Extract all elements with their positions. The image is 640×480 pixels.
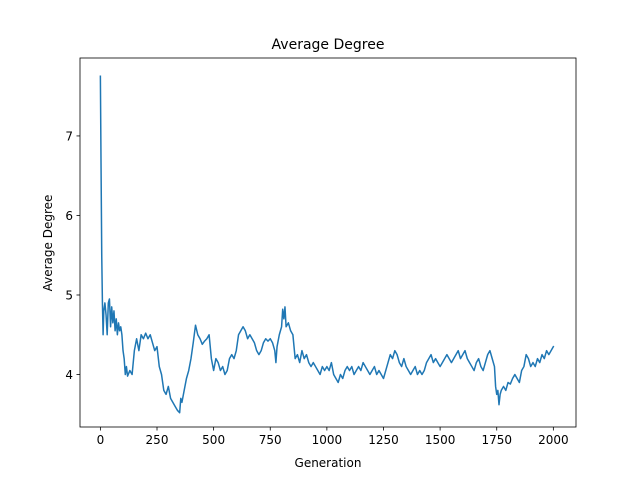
x-tick-label: 500 <box>202 433 225 447</box>
x-tick-label: 1250 <box>368 433 399 447</box>
y-tick-label: 7 <box>65 129 73 143</box>
plot-frame <box>79 57 577 428</box>
series-line-0 <box>99 75 555 414</box>
x-tick-label: 0 <box>97 433 105 447</box>
x-tick-label: 250 <box>146 433 169 447</box>
x-axis-title: Generation <box>295 456 362 470</box>
plot-area: 0 250 500 750 1000 1250 1500 1750 2000 4 5 6 7 <box>65 57 577 447</box>
x-tick-label: 1000 <box>312 433 343 447</box>
x-tick-label: 1500 <box>425 433 456 447</box>
y-tick-label: 5 <box>65 288 73 302</box>
x-tick-label: 750 <box>259 433 282 447</box>
x-tick-label: 1750 <box>481 433 512 447</box>
x-tick-label: 2000 <box>538 433 569 447</box>
chart-title: Average Degree <box>272 37 385 53</box>
y-axis-title: Average Degree <box>41 195 55 292</box>
y-tick-label: 4 <box>65 368 73 382</box>
y-tick-label: 6 <box>65 209 73 223</box>
